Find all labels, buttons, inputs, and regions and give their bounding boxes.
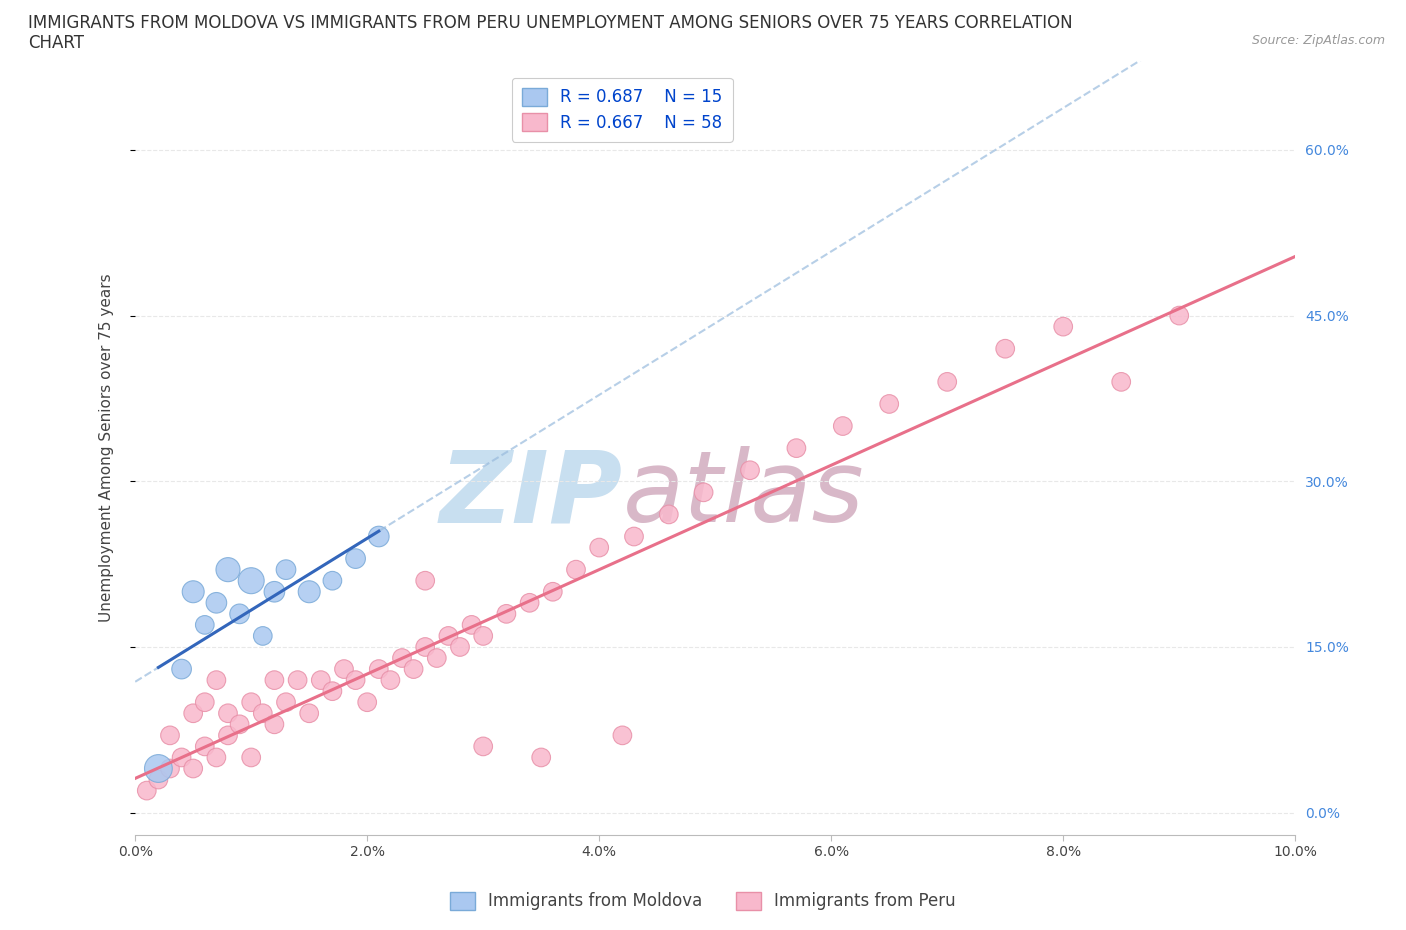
Point: [287, 672, 309, 687]
Point: [437, 629, 460, 644]
Point: [263, 717, 285, 732]
Legend: Immigrants from Moldova, Immigrants from Peru: Immigrants from Moldova, Immigrants from…: [443, 885, 963, 917]
Point: [181, 584, 204, 599]
Point: [321, 573, 343, 588]
Point: [274, 695, 297, 710]
Text: ZIP: ZIP: [440, 446, 623, 543]
Point: [205, 595, 228, 610]
Point: [159, 728, 181, 743]
Y-axis label: Unemployment Among Seniors over 75 years: Unemployment Among Seniors over 75 years: [100, 273, 114, 622]
Point: [1052, 319, 1074, 334]
Point: [367, 661, 389, 676]
Point: [298, 706, 321, 721]
Point: [205, 672, 228, 687]
Point: [623, 529, 645, 544]
Point: [460, 618, 482, 632]
Point: [344, 551, 367, 566]
Point: [612, 728, 634, 743]
Point: [877, 396, 900, 411]
Point: [194, 618, 217, 632]
Point: [170, 661, 193, 676]
Point: [391, 651, 413, 666]
Point: [217, 563, 239, 578]
Point: [785, 441, 807, 456]
Text: CHART: CHART: [28, 34, 84, 52]
Point: [263, 672, 285, 687]
Text: Source: ZipAtlas.com: Source: ZipAtlas.com: [1251, 34, 1385, 47]
Point: [402, 661, 425, 676]
Point: [658, 507, 681, 522]
Point: [994, 341, 1017, 356]
Point: [530, 750, 553, 764]
Point: [228, 606, 250, 621]
Point: [472, 739, 495, 754]
Point: [936, 375, 959, 390]
Point: [831, 418, 853, 433]
Point: [240, 573, 263, 588]
Point: [298, 584, 321, 599]
Point: [519, 595, 541, 610]
Point: [1168, 308, 1191, 323]
Point: [181, 761, 204, 776]
Point: [217, 728, 239, 743]
Point: [495, 606, 517, 621]
Point: [356, 695, 378, 710]
Point: [263, 584, 285, 599]
Point: [738, 463, 761, 478]
Point: [333, 661, 356, 676]
Point: [181, 706, 204, 721]
Point: [217, 706, 239, 721]
Point: [344, 672, 367, 687]
Point: [135, 783, 157, 798]
Point: [309, 672, 332, 687]
Point: [170, 750, 193, 764]
Point: [588, 540, 610, 555]
Point: [148, 772, 170, 787]
Point: [692, 485, 714, 499]
Point: [367, 529, 389, 544]
Point: [240, 695, 263, 710]
Legend: R = 0.687    N = 15, R = 0.667    N = 58: R = 0.687 N = 15, R = 0.667 N = 58: [512, 77, 733, 141]
Point: [159, 761, 181, 776]
Point: [413, 573, 436, 588]
Point: [380, 672, 402, 687]
Point: [148, 761, 170, 776]
Point: [194, 695, 217, 710]
Point: [1109, 375, 1132, 390]
Point: [252, 629, 274, 644]
Point: [541, 584, 564, 599]
Point: [472, 629, 495, 644]
Point: [274, 563, 297, 578]
Text: atlas: atlas: [623, 446, 865, 543]
Point: [194, 739, 217, 754]
Point: [413, 640, 436, 655]
Point: [205, 750, 228, 764]
Point: [240, 750, 263, 764]
Text: IMMIGRANTS FROM MOLDOVA VS IMMIGRANTS FROM PERU UNEMPLOYMENT AMONG SENIORS OVER : IMMIGRANTS FROM MOLDOVA VS IMMIGRANTS FR…: [28, 14, 1073, 32]
Point: [426, 651, 449, 666]
Point: [228, 717, 250, 732]
Point: [565, 563, 588, 578]
Point: [321, 684, 343, 698]
Point: [449, 640, 471, 655]
Point: [252, 706, 274, 721]
